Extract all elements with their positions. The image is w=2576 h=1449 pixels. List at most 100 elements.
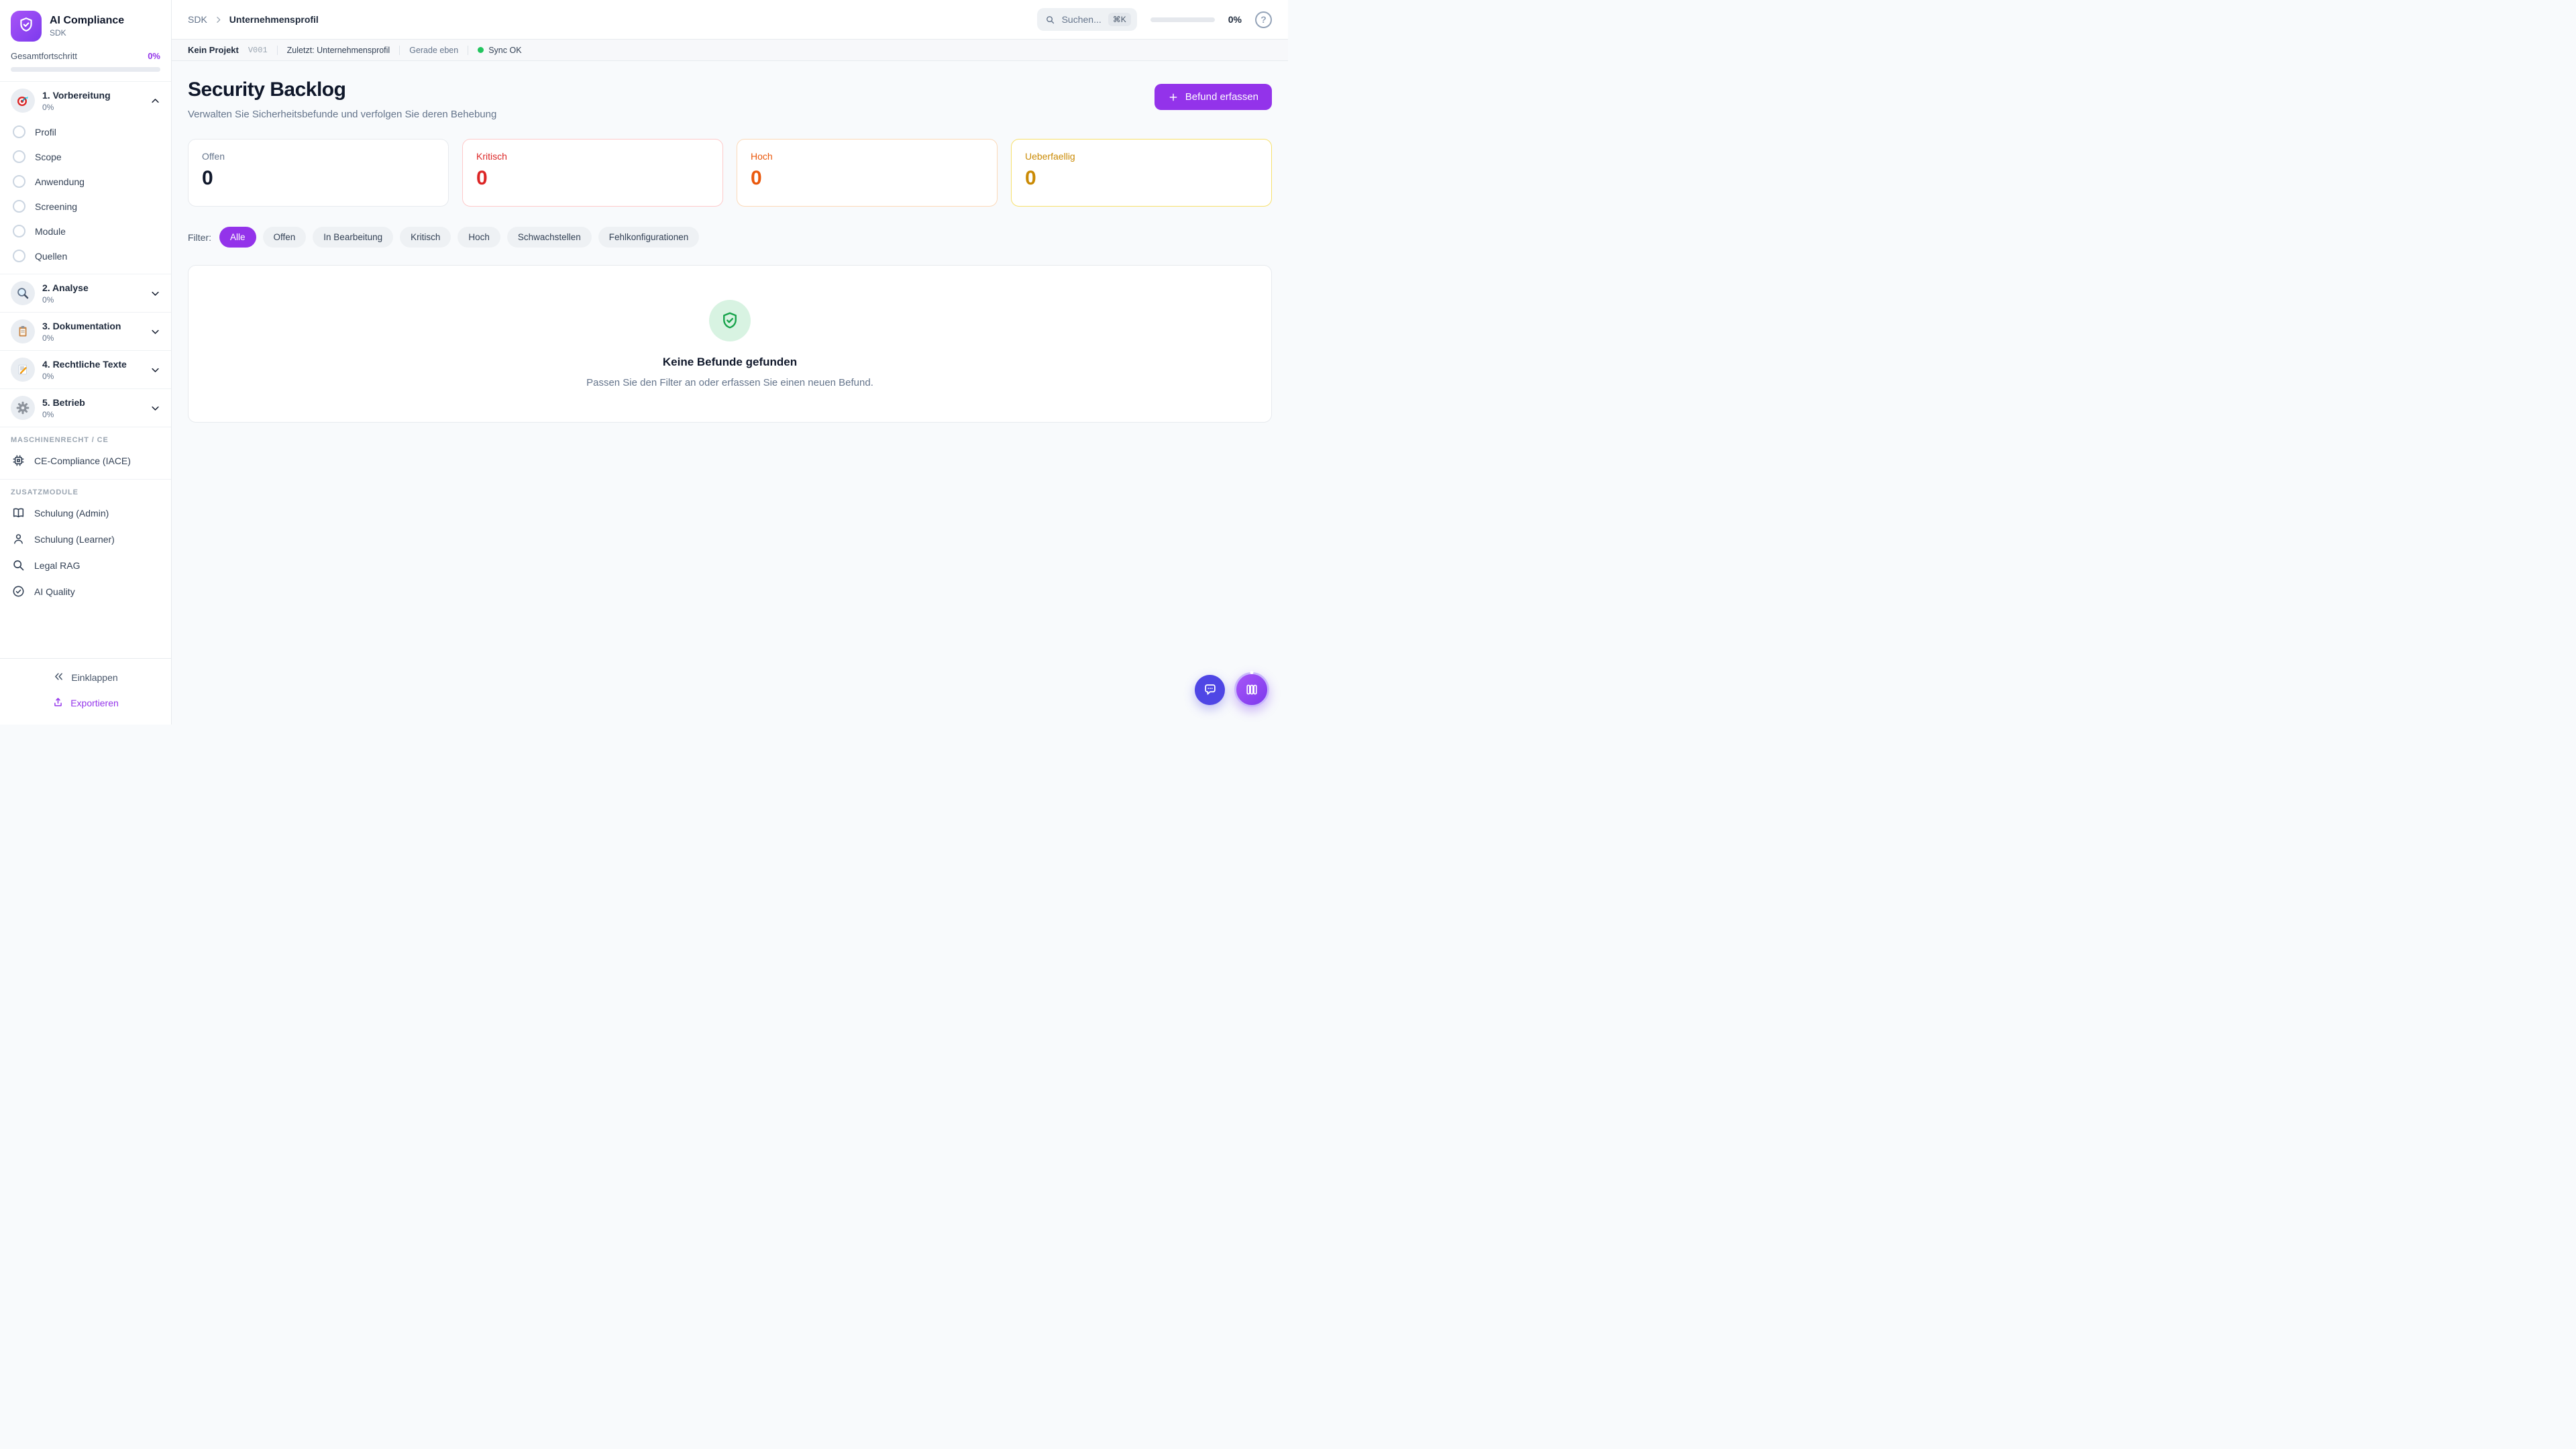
sidebar-item-schulung-admin[interactable]: Schulung (Admin) [0, 500, 171, 526]
findings-empty-state: Keine Befunde gefunden Passen Sie den Fi… [188, 265, 1272, 423]
sidebar-item-screening[interactable]: Screening [0, 194, 171, 219]
floating-buttons [1195, 671, 1269, 707]
chevron-down-icon [150, 365, 160, 375]
sidebar-item-profil[interactable]: Profil [0, 119, 171, 144]
export-button[interactable]: Exportieren [44, 691, 127, 715]
phase-betrieb: 5. Betrieb 0% [0, 389, 171, 427]
phase-progress: 0% [42, 333, 54, 343]
sync-ok-dot [478, 47, 484, 53]
topbar-progress-value: 0% [1228, 14, 1242, 25]
filter-pill-schwachstellen[interactable]: Schwachstellen [506, 227, 592, 248]
chevron-down-icon [150, 327, 160, 337]
search-placeholder: Suchen... [1061, 14, 1102, 25]
step-radio[interactable] [13, 150, 25, 163]
app-logo [11, 11, 42, 42]
filter-pill-offen[interactable]: Offen [262, 227, 307, 248]
filter-pill-fehlkonfigurationen[interactable]: Fehlkonfigurationen [598, 227, 700, 248]
stat-card-offen: Offen 0 [188, 139, 449, 207]
sidebar-footer: Einklappen Exportieren [0, 658, 171, 724]
phase-header-betrieb[interactable]: 5. Betrieb 0% [0, 389, 171, 427]
group-zusatzmodule: ZUSATZMODULE Schulung (Admin) Schulung (… [0, 479, 171, 604]
phase-title: 1. Vorbereitung [42, 89, 111, 101]
phase-title: 2. Analyse [42, 282, 89, 293]
stat-card-hoch: Hoch 0 [737, 139, 998, 207]
check-circle-icon [11, 584, 25, 598]
chevron-up-icon [150, 96, 160, 106]
empty-state-subtitle: Passen Sie den Filter an oder erfassen S… [586, 376, 873, 388]
upload-icon [52, 696, 64, 710]
phase-progress: 0% [42, 409, 54, 419]
phase-header-dokumentation[interactable]: 3. Dokumentation 0% [0, 313, 171, 350]
breadcrumb-root[interactable]: SDK [188, 14, 207, 25]
app-subtitle: SDK [50, 28, 66, 38]
main-area: SDK Unternehmensprofil Suchen... ⌘K 0% ?… [172, 0, 1288, 724]
filter-bar: Filter: Alle Offen In Bearbeitung Kritis… [188, 227, 1272, 248]
filter-pill-hoch[interactable]: Hoch [458, 227, 500, 248]
step-radio[interactable] [13, 125, 25, 138]
sync-status: Sync OK [478, 46, 522, 55]
empty-state-icon-circle [709, 299, 751, 341]
user-icon [11, 532, 25, 546]
phase-title: 4. Rechtliche Texte [42, 358, 127, 370]
collapse-sidebar-button[interactable]: Einklappen [45, 665, 125, 690]
sidebar-item-module[interactable]: Module [0, 219, 171, 244]
last-visited: Zuletzt: Unternehmensprofil [286, 45, 390, 55]
sidebar: AI Compliance SDK Gesamtfortschritt 0% 1… [0, 0, 172, 724]
divider [276, 45, 278, 55]
chat-bubble-icon [1203, 682, 1218, 697]
version-badge: V001 [248, 45, 268, 55]
page-header: Security Backlog Verwalten Sie Sicherhei… [188, 78, 1272, 120]
breadcrumb-current: Unternehmensprofil [229, 14, 319, 25]
phase-header-rechtliche-texte[interactable]: 4. Rechtliche Texte 0% [0, 351, 171, 388]
chevron-down-icon [150, 288, 160, 299]
page-subtitle: Verwalten Sie Sicherheitsbefunde und ver… [188, 109, 497, 120]
filter-pill-in-bearbeitung[interactable]: In Bearbeitung [313, 227, 394, 248]
step-radio[interactable] [13, 225, 25, 237]
topbar-progress-bar [1150, 17, 1215, 22]
sidebar-item-scope[interactable]: Scope [0, 144, 171, 169]
chevron-right-icon [214, 15, 223, 24]
step-radio[interactable] [13, 250, 25, 262]
memo-pencil-icon [11, 358, 35, 382]
sidebar-item-anwendung[interactable]: Anwendung [0, 169, 171, 194]
sidebar-item-schulung-learner[interactable]: Schulung (Learner) [0, 526, 171, 552]
search-icon [11, 558, 25, 572]
phase-header-analyse[interactable]: 2. Analyse 0% [0, 274, 171, 312]
phase-header-vorbereitung[interactable]: 1. Vorbereitung 0% [0, 82, 171, 119]
add-finding-button[interactable]: Befund erfassen [1154, 84, 1272, 110]
project-name: Kein Projekt [188, 45, 239, 55]
group-label: MASCHINENRECHT / CE [11, 436, 109, 444]
search-icon [1045, 15, 1055, 25]
app-name: AI Compliance [50, 15, 125, 26]
target-icon [11, 89, 35, 113]
sidebar-item-ai-quality[interactable]: AI Quality [0, 578, 171, 604]
search-input[interactable]: Suchen... ⌘K [1036, 8, 1137, 31]
help-icon[interactable]: ? [1255, 11, 1272, 28]
last-saved-time: Gerade eben [409, 45, 459, 55]
group-maschinenrecht: MASCHINENRECHT / CE CE-Compliance (IACE) [0, 427, 171, 474]
page-content: Security Backlog Verwalten Sie Sicherhei… [172, 61, 1288, 724]
step-radio[interactable] [13, 175, 25, 188]
phase-progress: 0% [42, 102, 54, 112]
shield-check-icon [17, 16, 35, 37]
overall-progress-label: Gesamtfortschritt [11, 51, 77, 61]
kanban-fab-button[interactable] [1234, 671, 1269, 707]
sidebar-item-ce-compliance[interactable]: CE-Compliance (IACE) [0, 447, 171, 474]
sidebar-item-legal-rag[interactable]: Legal RAG [0, 552, 171, 578]
filter-label: Filter: [188, 231, 211, 243]
filter-pill-alle[interactable]: Alle [219, 227, 256, 248]
divider [399, 45, 400, 55]
stat-card-ueberfaellig: Ueberfaellig 0 [1011, 139, 1272, 207]
step-radio[interactable] [13, 200, 25, 213]
sidebar-item-quellen[interactable]: Quellen [0, 244, 171, 268]
group-label: ZUSATZMODULE [11, 488, 78, 496]
filter-pill-kritisch[interactable]: Kritisch [400, 227, 451, 248]
double-chevron-left-icon [53, 671, 64, 684]
kanban-columns-icon [1244, 682, 1259, 697]
chat-fab-button[interactable] [1195, 674, 1225, 705]
phase-analyse: 2. Analyse 0% [0, 274, 171, 313]
overall-progress-bar [11, 67, 160, 72]
phase-vorbereitung: 1. Vorbereitung 0% Profil Scope Anwendun… [0, 82, 171, 274]
phase-subitems: Profil Scope Anwendung Screening Module … [0, 119, 171, 274]
topbar: SDK Unternehmensprofil Suchen... ⌘K 0% ? [172, 0, 1288, 40]
